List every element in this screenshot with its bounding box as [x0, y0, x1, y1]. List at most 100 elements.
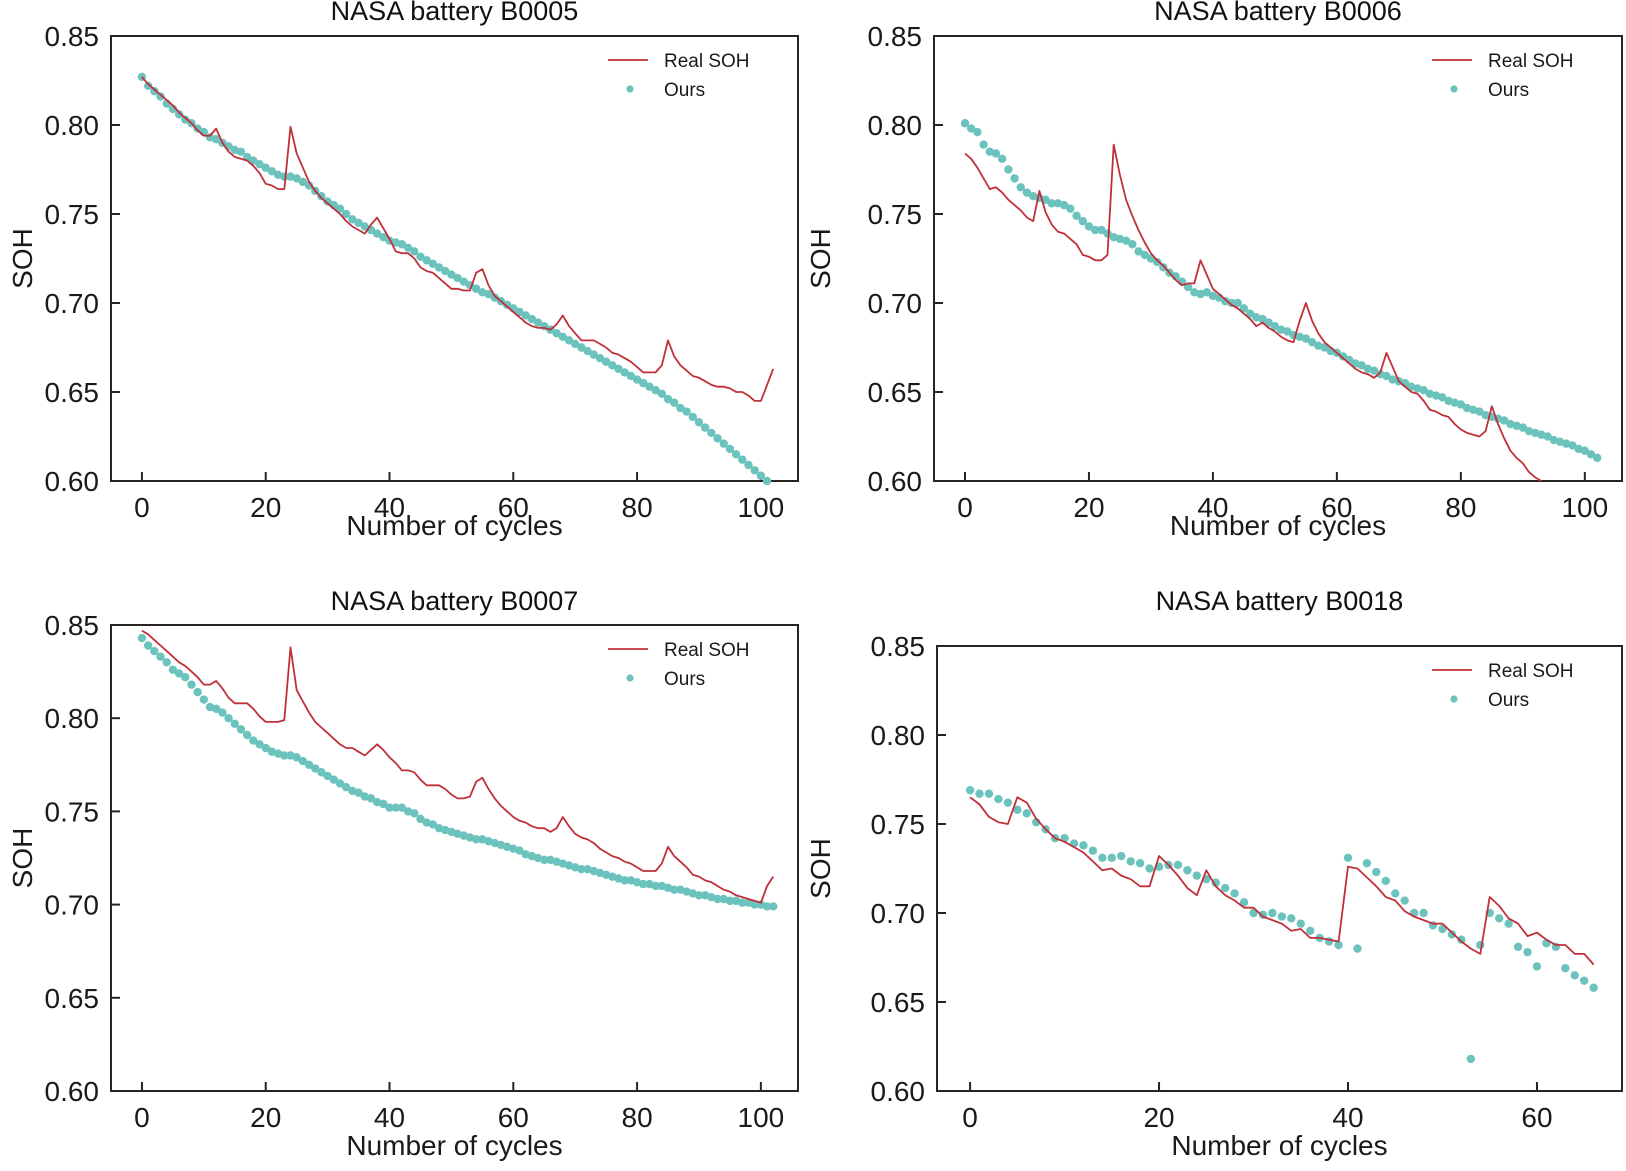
ours-point — [1016, 183, 1025, 192]
y-axis-label: SOH — [7, 828, 38, 889]
plot-frame — [933, 35, 1623, 482]
x-tick-label: 60 — [1321, 492, 1352, 523]
ours-point — [1543, 432, 1552, 441]
ours-point — [1107, 853, 1116, 863]
ours-point — [1134, 247, 1143, 256]
ours-point — [1220, 883, 1230, 893]
ours-point — [700, 423, 710, 432]
legend-label-real-soh: Real SOH — [664, 640, 750, 661]
ours-point — [379, 799, 388, 809]
x-tick-label: 100 — [738, 1102, 785, 1133]
series-ours — [965, 785, 1598, 1064]
ours-point — [1391, 889, 1400, 898]
y-axis-label: SOH — [805, 838, 836, 899]
ours-point — [354, 788, 363, 797]
ours-point — [181, 672, 190, 682]
ours-point — [620, 368, 629, 377]
ours-point — [1362, 858, 1372, 868]
ours-point — [719, 439, 728, 448]
x-tick-label: 100 — [1561, 492, 1608, 523]
ours-point — [975, 789, 984, 798]
ours-point — [1523, 947, 1532, 957]
ours-point — [762, 476, 772, 485]
ours-point — [143, 81, 153, 91]
ours-point — [552, 329, 561, 338]
y-tick-label: 0.75 — [45, 199, 100, 230]
x-tick-label: 40 — [1332, 1102, 1363, 1133]
ours-point — [317, 192, 326, 201]
ours-point — [608, 361, 617, 370]
ours-point — [1004, 165, 1013, 174]
ours-point — [1230, 889, 1239, 898]
y-tick-label: 0.80 — [871, 720, 926, 751]
ours-point — [1098, 853, 1107, 863]
ours-point — [966, 124, 976, 133]
ours-point — [1117, 851, 1126, 861]
ours-point — [323, 197, 332, 206]
ours-point — [317, 768, 326, 777]
ours-point — [323, 771, 332, 781]
ours-point — [428, 820, 438, 829]
ours-point — [187, 680, 196, 689]
x-tick-label: 0 — [134, 492, 150, 523]
ours-point — [1088, 846, 1098, 855]
ours-point — [1128, 240, 1137, 249]
y-tick-label: 0.85 — [868, 21, 923, 52]
y-tick-label: 0.70 — [45, 288, 100, 319]
ours-point — [1072, 211, 1081, 220]
x-tick-label: 20 — [250, 492, 281, 523]
ours-point — [1022, 188, 1032, 197]
ours-point — [558, 332, 568, 342]
ours-point — [1192, 871, 1202, 880]
ours-point — [471, 835, 481, 844]
series-real-soh-line — [141, 629, 774, 904]
ours-point — [156, 652, 165, 661]
y-tick-label: 0.80 — [45, 110, 100, 141]
y-axis-label: SOH — [7, 228, 38, 289]
ours-point — [756, 471, 766, 480]
ours-point — [527, 314, 537, 324]
ours-point — [1239, 304, 1249, 313]
ours-point — [1456, 400, 1466, 409]
y-tick-label: 0.85 — [45, 610, 100, 641]
ours-point — [1504, 919, 1513, 928]
ours-point — [1580, 976, 1589, 985]
ours-point — [1090, 225, 1100, 235]
series-ours — [960, 119, 1602, 463]
ours-point — [1338, 352, 1348, 361]
ours-point — [676, 403, 685, 413]
ours-point — [960, 119, 970, 128]
ours-point — [533, 318, 543, 327]
ours-point — [193, 687, 202, 697]
ours-point — [1438, 393, 1447, 402]
ours-point — [311, 764, 320, 773]
series-real-soh-line — [141, 76, 775, 402]
ours-point — [1097, 225, 1106, 235]
ours-point — [372, 229, 382, 238]
ours-point — [601, 357, 611, 366]
ours-point — [1513, 942, 1523, 952]
ours-point — [410, 247, 419, 256]
y-tick-label: 0.85 — [871, 631, 926, 662]
y-tick-label: 0.60 — [871, 1076, 926, 1107]
ours-point — [1382, 371, 1391, 381]
ours-point — [1126, 857, 1135, 866]
ours-point — [193, 124, 202, 133]
ours-point — [1283, 327, 1292, 336]
ours-point — [620, 876, 629, 885]
ours-point — [639, 378, 648, 388]
ours-point — [521, 311, 530, 320]
ours-point — [1010, 174, 1019, 183]
ours-point — [694, 418, 704, 427]
ours-point — [341, 782, 351, 792]
x-tick-label: 80 — [1445, 492, 1476, 523]
ours-point — [298, 177, 308, 187]
ours-point — [212, 704, 221, 714]
ours-point — [1475, 407, 1484, 416]
ours-point — [471, 284, 481, 293]
ours-point — [143, 641, 153, 650]
chart-panel-b0018: NASA battery B0018 0.60 0.65 0.70 0.75 0.80 0.… — [805, 586, 1623, 1161]
ours-point — [236, 147, 246, 156]
ours-point — [280, 751, 289, 760]
legend-dot-swatch — [1450, 85, 1458, 93]
